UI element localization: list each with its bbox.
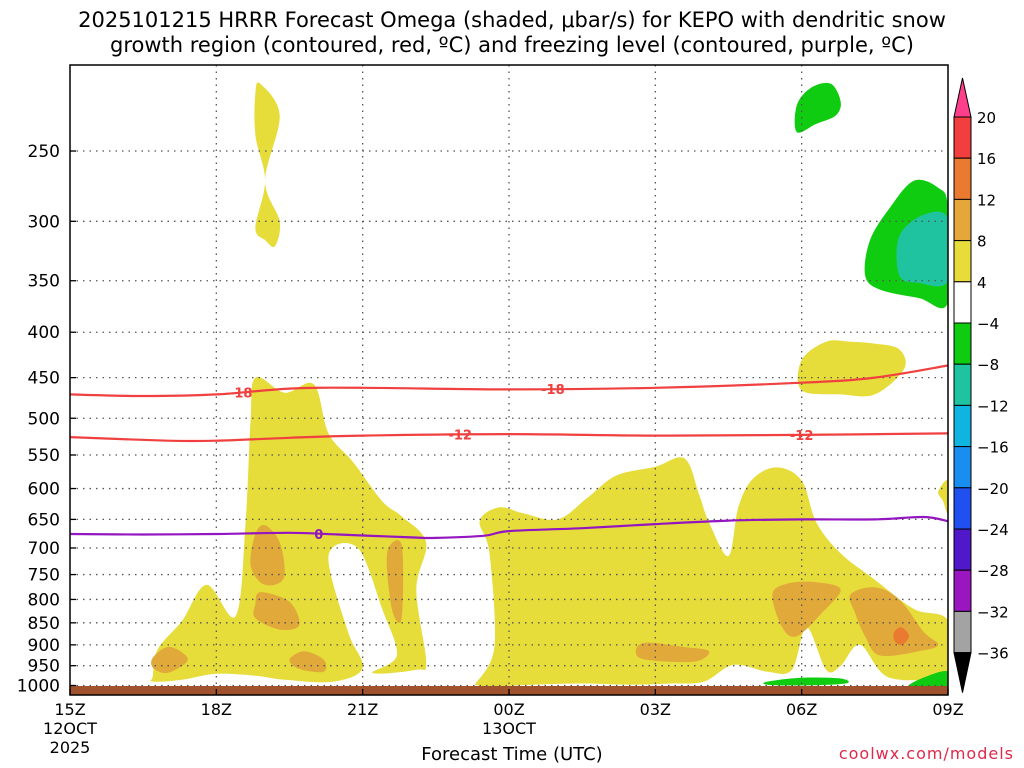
y-tick-label-550: 550 <box>28 446 60 466</box>
colorbar-label-10: −20 <box>977 480 1009 498</box>
colorbar-label-6: −4 <box>977 315 999 333</box>
x-tick-label-09Z: 09Z <box>932 700 963 719</box>
omega-region-17 <box>896 211 948 287</box>
y-tick-label-750: 750 <box>28 566 60 586</box>
colorbar-segment-13 <box>953 610 972 654</box>
y-tick-label-800: 800 <box>28 590 60 610</box>
omega-region-8 <box>151 646 188 674</box>
colorbar-segment-11 <box>953 528 972 571</box>
omega-region-4 <box>797 340 906 397</box>
x-tick-date-15Z: 12OCT <box>43 719 97 738</box>
colorbar-segment-12 <box>953 569 972 612</box>
omega-region-7 <box>253 592 300 631</box>
colorbar-label-13: −32 <box>977 603 1009 621</box>
colorbar-label-9: −16 <box>977 439 1009 457</box>
colorbar-segment-9 <box>953 446 972 489</box>
colorbar-segment-10 <box>953 487 972 530</box>
grid-lines <box>70 65 948 695</box>
y-tick-label-350: 350 <box>28 272 60 292</box>
colorbar-label-2: 16 <box>977 150 996 168</box>
omega-region-12 <box>772 581 841 637</box>
contour-dendritic-snow-growth--18 <box>70 364 948 398</box>
y-tick-label-1000: 1000 <box>17 676 60 696</box>
y-tick-label-500: 500 <box>28 409 60 429</box>
y-tick-label-650: 650 <box>28 510 60 530</box>
omega-region-6 <box>250 524 285 586</box>
colorbar-label-7: −8 <box>977 356 999 374</box>
colorbar-segment-6 <box>953 322 972 365</box>
y-tick-label-400: 400 <box>28 323 60 343</box>
omega-region-15 <box>794 82 841 133</box>
colorbar-segment-3 <box>953 198 972 242</box>
y-tick-label-450: 450 <box>28 369 60 389</box>
colorbar-label-4: 8 <box>977 233 987 251</box>
omega-region-3 <box>254 82 281 248</box>
omega-region-13 <box>849 587 939 657</box>
x-tick-label-00Z: 00Z <box>493 700 524 719</box>
omega-region-1 <box>150 376 427 683</box>
credit-text: coolwx.com/models <box>838 744 1014 763</box>
contour-label-0-1: 0 <box>314 528 323 543</box>
x-tick-label-06Z: 06Z <box>786 700 817 719</box>
omega-region-5 <box>938 480 948 514</box>
contour-label--12-1: -12 <box>448 429 472 444</box>
contour-label--18-1: -18 <box>229 386 253 401</box>
contour-dendritic-snow-growth--12 <box>70 432 948 443</box>
colorbar-label-8: −12 <box>977 397 1009 415</box>
temperature-contours: -18 -18 -12 -12 0 <box>70 364 948 543</box>
colorbar-label-12: −28 <box>977 562 1009 580</box>
contour-label--12-2: -12 <box>790 429 814 444</box>
chart-title-line2: growth region (contoured, red, ºC) and f… <box>110 33 914 57</box>
colorbar-segment-2 <box>953 157 972 200</box>
y-tick-label-900: 900 <box>28 636 60 656</box>
colorbar-label-1: 20 <box>977 109 996 127</box>
x-tick-label-21Z: 21Z <box>347 700 378 719</box>
omega-region-2 <box>472 457 948 688</box>
colorbar-label-5: 4 <box>977 274 987 292</box>
colorbar-segment-bottom <box>953 652 972 693</box>
x-tick-label-03Z: 03Z <box>640 700 671 719</box>
colorbar-segment-top <box>953 77 972 118</box>
y-tick-label-250: 250 <box>28 142 60 162</box>
omega-colorbar: 20 16 12 8 4 −4 −8 −12 −16 −20 −24 −28 −32 −36 <box>953 77 1009 693</box>
colorbar-segment-7 <box>953 363 972 406</box>
colorbar-label-14: −36 <box>977 645 1009 663</box>
colorbar-segment-4 <box>953 240 972 283</box>
omega-region-18 <box>763 677 849 686</box>
y-tick-label-300: 300 <box>28 212 60 232</box>
y-tick-label-700: 700 <box>28 539 60 559</box>
colorbar-segment-5 <box>953 281 972 324</box>
omega-region-11 <box>635 642 710 663</box>
x-axis-label: Forecast Time (UTC) <box>421 744 603 765</box>
colorbar-segment-1 <box>953 116 972 159</box>
contour-freezing-level-0 <box>70 515 948 540</box>
y-tick-label-850: 850 <box>28 614 60 634</box>
chart-title-line1: 2025101215 HRRR Forecast Omega (shaded, … <box>78 8 946 32</box>
contour-label--18-2: -18 <box>541 383 565 398</box>
x-tick-label-18Z: 18Z <box>201 700 232 719</box>
colorbar-label-11: −24 <box>977 521 1009 539</box>
y-tick-label-950: 950 <box>28 657 60 677</box>
omega-shading-layer <box>150 82 948 692</box>
x-tick-label-15Z: 15Z <box>54 700 85 719</box>
x-tick-date-00Z: 13OCT <box>482 719 536 738</box>
x-tick-year-15Z: 2025 <box>50 738 91 757</box>
y-tick-label-600: 600 <box>28 480 60 500</box>
colorbar-label-3: 12 <box>977 191 996 209</box>
omega-region-14 <box>893 627 909 646</box>
axis-ticks: 2503003504004505005506006507007508008509… <box>17 142 964 757</box>
omega-region-10 <box>386 540 404 624</box>
omega-region-9 <box>289 651 327 673</box>
colorbar-segment-8 <box>953 404 972 448</box>
